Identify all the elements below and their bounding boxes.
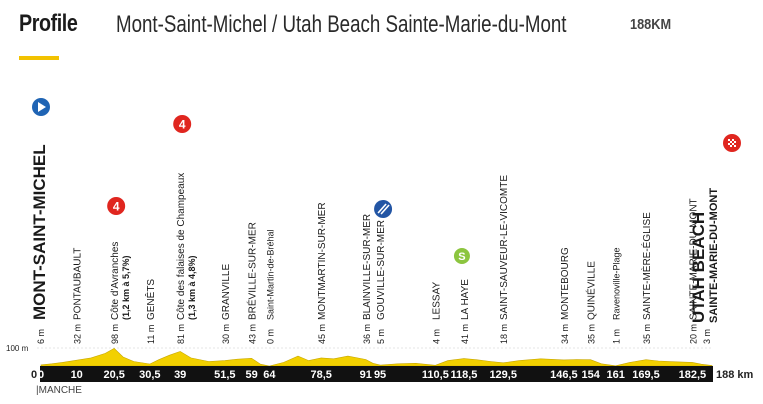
checker-square xyxy=(730,145,732,147)
climb-category-icon xyxy=(173,115,192,133)
waypoint-altitude: 34 m xyxy=(560,324,570,344)
title-underline xyxy=(19,56,59,60)
waypoint-name: Ravenoville-Plage xyxy=(612,247,622,320)
waypoint-altitude: 20 m xyxy=(688,324,698,344)
region-label: |MANCHE xyxy=(36,385,82,396)
waypoint-altitude: 35 m xyxy=(587,324,597,344)
climb-detail-label: (1,2 km à 5,7%) xyxy=(121,255,131,320)
waypoint-name: GENÊTS xyxy=(144,279,157,320)
finish-subtitle-label: SAINTE-MARIE-DU-MONT xyxy=(708,188,720,323)
waypoint-name: GOUVILLE-SUR-MER xyxy=(376,220,387,320)
km-tick-label: 110,5 xyxy=(422,369,449,381)
waypoint-altitude: 43 m xyxy=(248,324,258,344)
waypoint-name: SAINTE-MARIE-DU-MONT xyxy=(688,198,699,320)
waypoint-name: LA HAYE xyxy=(460,279,471,320)
stripes-icon xyxy=(377,203,390,215)
waypoint-name: Saint-Martin-de-Bréhal xyxy=(265,229,275,320)
waypoint-altitude: 45 m xyxy=(317,324,327,344)
waypoint-altitude: 35 m xyxy=(642,324,652,344)
km-tick-label: 0 xyxy=(38,369,44,381)
climb-detail-label: (1,3 km à 4,8%) xyxy=(187,255,197,320)
km-tick-label: 169,5 xyxy=(632,369,660,381)
checker-square xyxy=(732,139,734,141)
waypoint-altitude: 41 m xyxy=(460,324,470,344)
km-tick-label: 146,5 xyxy=(550,369,578,381)
km-tick-label: 78,5 xyxy=(310,369,331,381)
km-tick-label: 39 xyxy=(174,369,186,381)
km-tick-label: 64 xyxy=(263,369,276,381)
finish-town-label: UTAH BEACH xyxy=(689,212,708,323)
waypoint-name: SAINT-SAUVEUR-LE-VICOMTE xyxy=(499,175,510,320)
waypoint-altitude: 18 m xyxy=(499,324,509,344)
intermediate-timing-icon xyxy=(374,200,393,218)
sprint-icon xyxy=(453,248,470,264)
checker-square xyxy=(734,141,736,143)
km-tick-label: 161 xyxy=(606,369,624,381)
checker-square xyxy=(728,143,730,145)
km-tick-label: 10 xyxy=(71,369,83,381)
waypoint-name: BLAINVILLE-SUR-MER xyxy=(362,214,373,320)
km-tick-label: 95 xyxy=(374,369,386,381)
y-tick-label: 0 xyxy=(31,369,37,381)
waypoint-name: LESSAY xyxy=(431,282,442,320)
waypoint-altitude: 4 m xyxy=(431,329,441,344)
waypoint-altitude: 36 m xyxy=(362,324,372,344)
checker-square xyxy=(734,145,736,147)
checker-square xyxy=(732,143,734,145)
profile-area xyxy=(40,348,713,367)
km-tick-label: 182,5 xyxy=(679,369,707,381)
waypoint-name: GRANVILLE xyxy=(221,264,232,320)
waypoint-altitude: 3 m xyxy=(702,329,712,344)
waypoint-altitude: 30 m xyxy=(221,324,231,344)
waypoint-altitude: 11 m xyxy=(146,325,156,344)
checker-square xyxy=(730,141,732,143)
km-tick-label: 30,5 xyxy=(139,369,160,381)
start-town-label: MONT-SAINT-MICHEL xyxy=(30,144,49,320)
climb-category-label: 4 xyxy=(113,200,120,214)
waypoint-altitude: 5 m xyxy=(376,329,386,344)
km-tick-label: 51,5 xyxy=(214,369,235,381)
km-tick-label: 20,5 xyxy=(103,369,124,381)
play-arrow-icon xyxy=(38,102,46,112)
km-tick-label: 59 xyxy=(245,369,257,381)
page-header: Profile Mont-Saint-Michel / Utah Beach S… xyxy=(0,0,763,60)
waypoint-name: MONTMARTIN-SUR-MER xyxy=(317,202,328,320)
waypoint-name: Côte des falaises de Champeaux xyxy=(176,173,187,320)
waypoint-altitude: 0 m xyxy=(265,329,275,344)
waypoint-name: BRÉVILLE-SUR-MER xyxy=(246,222,259,320)
waypoint-name: PONTAUBAULT xyxy=(73,248,84,320)
stage-route: Mont-Saint-Michel / Utah Beach Sainte-Ma… xyxy=(116,11,567,38)
stage-distance: 188KM xyxy=(630,16,672,33)
sprint-icon-glyph: S xyxy=(458,251,465,263)
waypoint-altitude: 32 m xyxy=(73,324,83,344)
km-tick-label: 129,5 xyxy=(489,369,517,381)
climb-category-label: 4 xyxy=(179,118,186,132)
waypoint-name: QUINÉVILLE xyxy=(585,261,598,320)
checker-square xyxy=(728,139,730,141)
km-tick-label: 154 xyxy=(581,369,600,381)
waypoint-name: Côte d'Avranches xyxy=(110,242,121,320)
x-end-label: 188 km xyxy=(716,369,754,381)
climb-category-icon xyxy=(107,197,126,215)
y-tick-label: 100 m xyxy=(6,344,29,353)
waypoint-altitude: 1 m xyxy=(612,329,622,344)
waypoint-altitude: 98 m xyxy=(110,324,120,344)
km-tick-label: 91 xyxy=(360,369,372,381)
km-tick-label: 118,5 xyxy=(450,369,477,381)
waypoint-altitude: 81 m xyxy=(176,324,186,344)
waypoint-altitude: 6 m xyxy=(36,329,46,344)
axis-bar xyxy=(40,366,713,382)
waypoint-name: SAINTE-MÈRE-ÉGLISE xyxy=(640,212,653,320)
waypoint-name: MONTEBOURG xyxy=(560,247,571,320)
page-title: Profile xyxy=(19,10,78,37)
